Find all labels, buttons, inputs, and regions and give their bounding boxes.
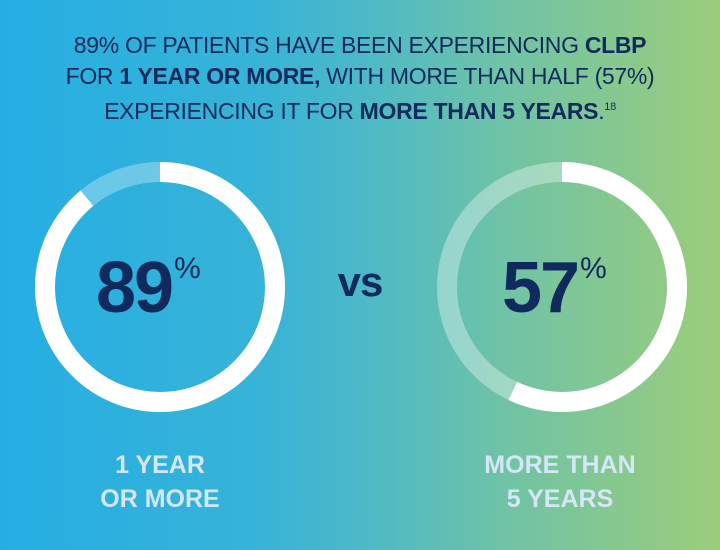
value-number: 57	[502, 248, 580, 328]
headline: 89% OF PATIENTS HAVE BEEN EXPERIENCING C…	[0, 30, 720, 127]
donut-chart-57	[437, 162, 687, 412]
label-line: 1 YEAR	[115, 451, 205, 479]
label-more-than-5-years: MORE THAN 5 YEARS	[440, 448, 680, 516]
label-1-year-or-more: 1 YEAR OR MORE	[40, 448, 280, 516]
headline-bold: 1 YEAR OR MORE,	[119, 63, 321, 89]
value-89-percent: 89%	[96, 252, 201, 324]
value-number: 89	[96, 248, 174, 328]
footnote-reference: 18	[604, 101, 616, 113]
donut-segment-57	[437, 162, 687, 412]
value-57-percent: 57%	[502, 252, 607, 324]
headline-text: FOR	[65, 63, 120, 89]
donut-chart-89	[35, 162, 285, 412]
headline-line-1: 89% OF PATIENTS HAVE BEEN EXPERIENCING C…	[0, 30, 720, 61]
percent-sign: %	[580, 252, 607, 285]
percent-sign: %	[174, 252, 201, 285]
headline-text: WITH MORE THAN HALF (57%)	[320, 63, 655, 89]
label-line: OR MORE	[100, 485, 220, 513]
headline-line-2: FOR 1 YEAR OR MORE, WITH MORE THAN HALF …	[0, 61, 720, 92]
donut-segment-89	[35, 162, 285, 412]
vs-text: vs	[337, 258, 384, 305]
headline-text: 89% OF PATIENTS HAVE BEEN EXPERIENCING	[73, 32, 585, 58]
headline-text: .	[598, 98, 605, 124]
label-line: MORE THAN	[484, 451, 636, 479]
headline-bold: CLBP	[584, 32, 647, 58]
headline-line-3: EXPERIENCING IT FOR MORE THAN 5 YEARS.18	[0, 92, 720, 127]
headline-bold: MORE THAN 5 YEARS	[359, 98, 599, 124]
headline-text: EXPERIENCING IT FOR	[104, 98, 360, 124]
label-line: 5 YEARS	[506, 485, 614, 513]
